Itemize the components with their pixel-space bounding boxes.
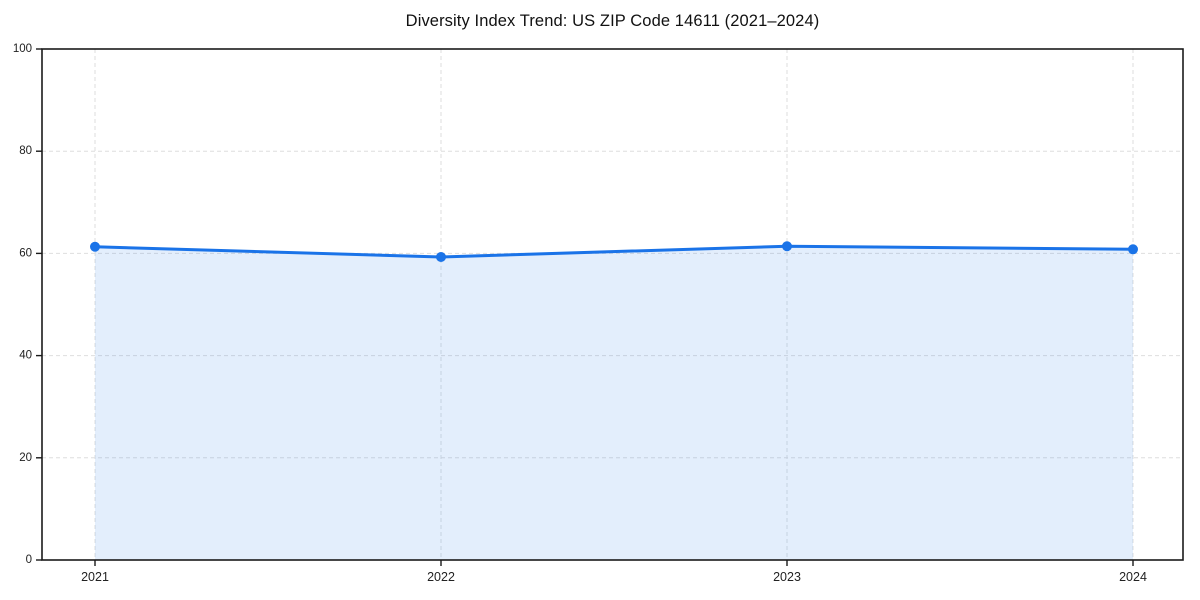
area-fill	[95, 246, 1133, 560]
x-tick-label: 2023	[773, 570, 801, 584]
plot-border	[41, 48, 1184, 561]
data-point-marker	[436, 251, 446, 262]
x-tick-label: 2021	[81, 570, 109, 584]
y-tick-label: 40	[19, 350, 32, 362]
y-tick-label: 20	[19, 452, 32, 464]
x-tick-label: 2024	[1119, 570, 1147, 584]
chart-title: Diversity Index Trend: US ZIP Code 14611…	[405, 12, 820, 30]
y-tick-label: 100	[13, 43, 32, 55]
data-point-marker	[782, 241, 792, 252]
x-tick-label: 2022	[427, 570, 455, 584]
y-tick-label: 80	[19, 145, 32, 157]
y-tick-label: 0	[26, 554, 32, 566]
y-tick-label: 60	[19, 247, 32, 259]
trend-line	[93, 244, 1135, 259]
data-point-marker	[1128, 244, 1138, 255]
data-point-marker	[90, 241, 100, 252]
